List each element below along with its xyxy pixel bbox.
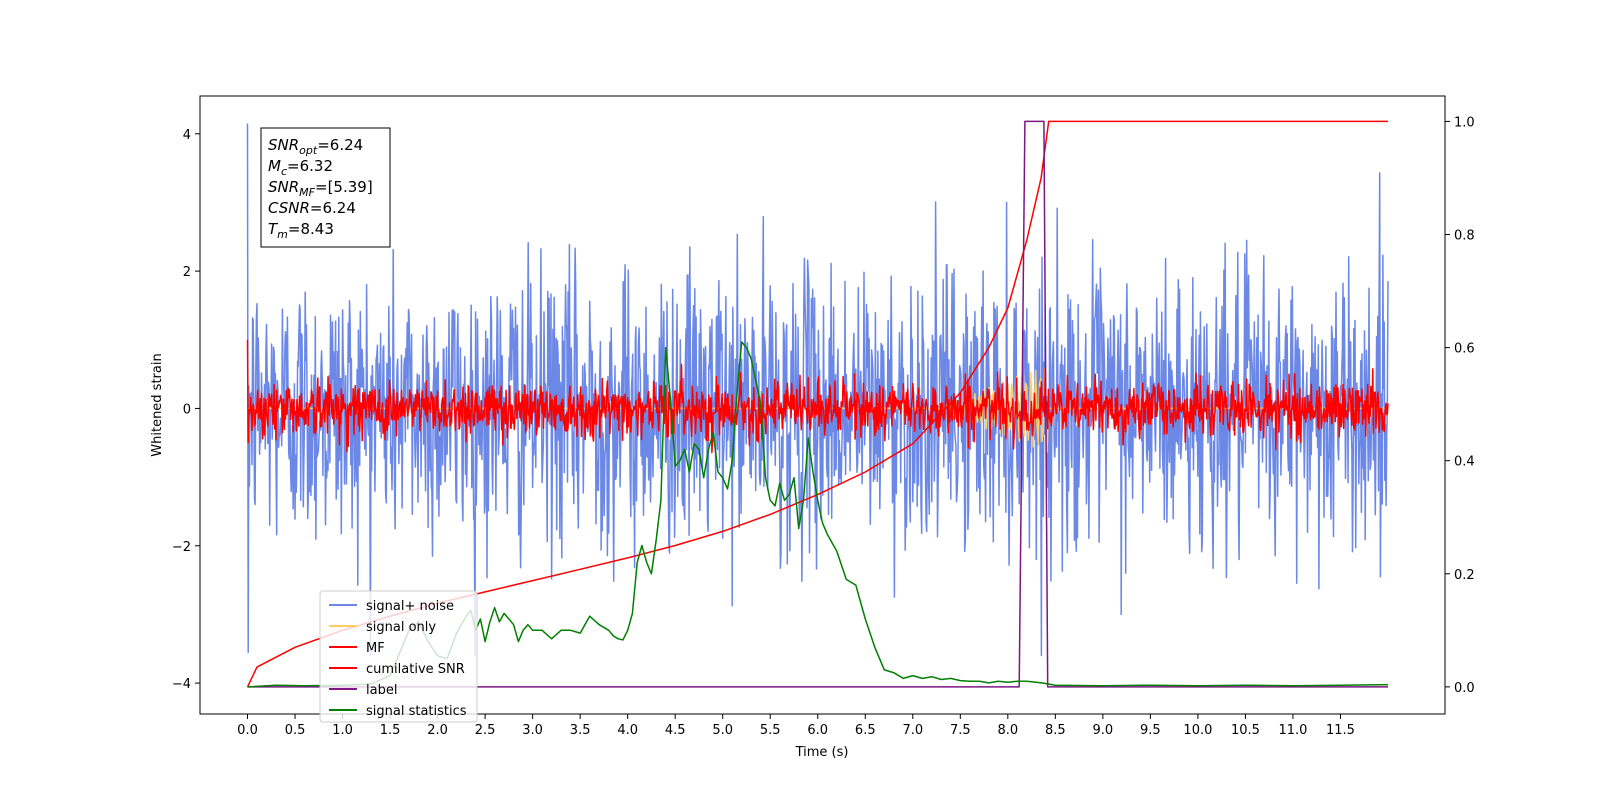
info-line: Tm=8.43 — [268, 220, 334, 241]
x-tick-label: 0.0 — [237, 723, 258, 738]
x-tick-label: 10.5 — [1231, 723, 1260, 738]
x-tick-label: 5.5 — [760, 723, 781, 738]
x-tick-label: 4.0 — [617, 723, 638, 738]
info-line: Mc=6.32 — [268, 157, 333, 178]
right-y-tick-label: 0.6 — [1454, 342, 1475, 357]
series-line-signal-statistics — [247, 341, 1389, 688]
info-box: SNRopt=6.24Mc=6.32SNRMF=[5.39]CSNR=6.24T… — [260, 127, 391, 248]
right-y-tick-label: 0.8 — [1454, 229, 1475, 244]
x-tick-label: 7.0 — [902, 723, 923, 738]
x-tick-label: 9.0 — [1093, 723, 1114, 738]
info-subscript: c — [281, 165, 287, 178]
series-line-signal-noise — [246, 123, 1389, 657]
series-line-mf — [246, 339, 1389, 454]
info-label: CSNR — [268, 199, 310, 217]
x-tick-label: 2.0 — [427, 723, 448, 738]
x-tick-label: 4.5 — [665, 723, 686, 738]
legend-label: MF — [366, 641, 385, 656]
info-value: =[5.39] — [315, 178, 373, 196]
info-label: T — [268, 220, 279, 238]
info-label: M — [268, 157, 281, 175]
info-line: SNRopt=6.24 — [268, 136, 363, 157]
right-y-tick-label: 0.4 — [1454, 455, 1475, 470]
series-line-label — [247, 120, 1388, 688]
x-tick-label: 10.0 — [1183, 723, 1212, 738]
legend-label: cumilative SNR — [366, 662, 465, 677]
info-subscript: MF — [299, 186, 315, 199]
info-subscript: opt — [299, 144, 318, 157]
plot-frame — [199, 95, 1446, 715]
left-y-tick-label: 2 — [183, 265, 191, 280]
legend-label: signal only — [366, 620, 436, 635]
right-y-tick-label: 0.0 — [1454, 681, 1475, 696]
info-subscript: m — [277, 228, 288, 241]
legend-label: label — [366, 683, 397, 698]
info-line: SNRMF=[5.39] — [268, 178, 373, 199]
x-tick-label: 11.0 — [1278, 723, 1307, 738]
right-y-tick-label: 1.0 — [1454, 115, 1475, 130]
x-tick-label: 8.5 — [1045, 723, 1066, 738]
x-tick-label: 11.5 — [1326, 723, 1355, 738]
info-label: SNR — [268, 178, 299, 196]
x-tick-label: 2.5 — [475, 723, 496, 738]
left-y-axis: −4 −2 0 2 4 — [172, 128, 200, 692]
info-label: SNR — [268, 136, 299, 154]
left-y-tick-label: −4 — [172, 677, 191, 692]
x-tick-label: 6.0 — [807, 723, 828, 738]
right-y-axis: 0.0 0.2 0.4 0.6 0.8 1.0 — [1445, 115, 1475, 696]
info-value: =8.43 — [288, 220, 334, 238]
info-value: =6.24 — [310, 199, 356, 217]
x-tick-label: 9.5 — [1140, 723, 1161, 738]
x-tick-label: 1.0 — [332, 723, 353, 738]
info-value: =6.24 — [317, 136, 363, 154]
x-tick-label: 3.5 — [570, 723, 591, 738]
legend-label: signal statistics — [366, 704, 467, 719]
x-tick-label: 1.5 — [380, 723, 401, 738]
left-y-tick-label: −2 — [172, 540, 191, 555]
right-y-tick-label: 0.2 — [1454, 568, 1475, 583]
left-y-tick-label: 0 — [183, 402, 191, 417]
legend-label: signal+ noise — [366, 599, 454, 614]
x-axis-label: Time (s) — [795, 745, 849, 760]
x-tick-label: 8.0 — [997, 723, 1018, 738]
left-y-tick-label: 4 — [183, 128, 191, 143]
x-tick-label: 0.5 — [285, 723, 306, 738]
x-tick-label: 3.0 — [522, 723, 543, 738]
y-axis-label: Whitened strain — [150, 353, 165, 456]
legend: signal+ noise signal only MF cumilative SNR… — [319, 590, 478, 723]
x-axis: 0.0 0.5 1.0 1.5 2.0 2.5 3.0 3.5 4.0 4.5 5.0 5.5 6.0 6… — [237, 714, 1355, 738]
info-line: CSNR=6.24 — [268, 199, 356, 217]
info-value: =6.32 — [287, 157, 333, 175]
x-tick-label: 5.0 — [712, 723, 733, 738]
x-tick-label: 7.5 — [950, 723, 971, 738]
x-tick-label: 6.5 — [855, 723, 876, 738]
